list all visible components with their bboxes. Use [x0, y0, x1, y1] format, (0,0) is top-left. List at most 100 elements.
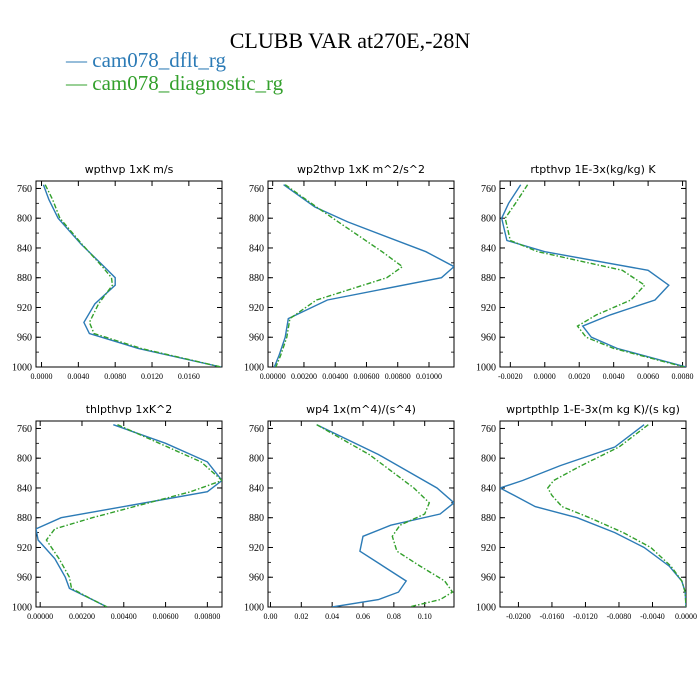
y-tick-label: 920: [249, 303, 264, 314]
panel-title: wpthvp 1xK m/s: [85, 163, 174, 176]
y-tick-label: 920: [249, 543, 264, 554]
y-tick-label: 1000: [244, 603, 264, 614]
y-tick-label: 960: [17, 573, 32, 584]
y-tick-label: 800: [17, 214, 32, 225]
chart-title: CLUBB VAR at270E,-28N: [229, 28, 471, 53]
x-tick-label: 0.06: [356, 612, 370, 621]
y-tick-label: 840: [481, 243, 496, 254]
y-tick-label: 760: [481, 184, 496, 195]
panel-title: wp4 1x(m^4)/(s^4): [306, 403, 416, 416]
y-tick-label: 880: [481, 273, 496, 284]
y-tick-label: 1000: [476, 603, 496, 614]
x-tick-label: 0.01000: [416, 372, 442, 381]
x-tick-label: 0.0060: [637, 372, 659, 381]
x-tick-label: 0.0000: [675, 612, 697, 621]
x-tick-label: -0.0200: [506, 612, 531, 621]
y-tick-label: 800: [17, 454, 32, 465]
x-tick-label: 0.0120: [141, 372, 163, 381]
y-tick-label: 800: [481, 214, 496, 225]
series-line-dflt: [500, 184, 686, 367]
x-tick-label: 0.04: [325, 612, 339, 621]
x-tick-label: 0.00800: [194, 612, 220, 621]
legend-entry-dflt: — cam078_dflt_rg: [66, 48, 226, 73]
series-line-dflt: [42, 184, 222, 367]
y-tick-label: 840: [481, 483, 496, 494]
x-tick-label: 0.00200: [291, 372, 317, 381]
x-tick-label: 0.10: [418, 612, 432, 621]
y-tick-label: 960: [481, 573, 496, 584]
y-tick-label: 1000: [12, 603, 32, 614]
series-line-dflt: [500, 424, 686, 607]
y-tick-label: 760: [17, 184, 32, 195]
panel-title: rtpthvp 1E-3x(kg/kg) K: [530, 163, 656, 176]
x-tick-label: -0.0120: [573, 612, 598, 621]
x-tick-label: 0.0040: [67, 372, 89, 381]
x-tick-label: 0.00000: [260, 372, 286, 381]
panel-title: wp2thvp 1xK m^2/s^2: [297, 163, 425, 176]
legend-label-dflt: — cam078_dflt_rg: [66, 48, 227, 72]
y-tick-label: 760: [17, 424, 32, 435]
y-tick-label: 880: [17, 273, 32, 284]
x-tick-label: 0.00800: [385, 372, 411, 381]
y-tick-label: 880: [249, 513, 264, 524]
series-line-dflt: [36, 424, 222, 607]
y-tick-label: 1000: [12, 363, 32, 374]
x-tick-label: 0.0020: [568, 372, 590, 381]
y-tick-label: 760: [249, 424, 264, 435]
y-tick-label: 920: [17, 303, 32, 314]
series-line-diagnostic: [45, 424, 222, 607]
x-tick-label: 0.0080: [104, 372, 126, 381]
x-tick-label: 0.08: [387, 612, 401, 621]
y-tick-label: 920: [481, 543, 496, 554]
plot-frame: [499, 180, 687, 368]
legend-entry-diagnostic: — cam078_diagnostic_rg: [66, 71, 283, 96]
x-tick-label: -0.0160: [540, 612, 565, 621]
y-tick-label: 840: [17, 483, 32, 494]
series-line-diagnostic: [546, 424, 686, 607]
y-tick-label: 960: [481, 333, 496, 344]
series-line-diagnostic: [44, 184, 222, 367]
y-tick-label: 760: [481, 424, 496, 435]
x-tick-label: 0.02: [294, 612, 308, 621]
y-tick-label: 800: [481, 454, 496, 465]
series-line-dflt: [273, 184, 454, 367]
x-tick-label: 0.00600: [153, 612, 179, 621]
series-line-diagnostic: [316, 424, 454, 607]
x-tick-label: -0.0020: [498, 372, 523, 381]
x-tick-label: 0.00400: [322, 372, 348, 381]
y-tick-label: 840: [249, 483, 264, 494]
x-tick-label: -0.0040: [640, 612, 665, 621]
y-tick-label: 800: [249, 454, 264, 465]
y-tick-label: 1000: [476, 363, 496, 374]
x-tick-label: 0.0160: [178, 372, 200, 381]
panel-title: wprtpthlp 1-E-3x(m kg K)/(s kg): [506, 403, 680, 416]
plot-frame: [35, 180, 223, 368]
x-tick-label: 0.0040: [603, 372, 625, 381]
y-tick-label: 1000: [244, 363, 264, 374]
x-tick-label: 0.0000: [534, 372, 556, 381]
y-tick-label: 920: [17, 543, 32, 554]
plot-frame: [499, 420, 687, 608]
x-tick-label: 0.00400: [111, 612, 137, 621]
y-tick-label: 880: [249, 273, 264, 284]
legend-label-diagnostic: — cam078_diagnostic_rg: [66, 71, 284, 95]
x-tick-label: 0.00000: [27, 612, 53, 621]
y-tick-label: 960: [249, 333, 264, 344]
y-tick-label: 960: [17, 333, 32, 344]
x-tick-label: -0.0080: [607, 612, 632, 621]
y-tick-label: 800: [249, 214, 264, 225]
x-tick-label: 0.0000: [31, 372, 53, 381]
series-line-dflt: [316, 424, 454, 607]
series-line-diagnostic: [275, 184, 404, 367]
y-tick-label: 920: [481, 303, 496, 314]
series-line-diagnostic: [504, 184, 685, 367]
y-tick-label: 760: [249, 184, 264, 195]
plot-frame: [267, 180, 455, 368]
x-tick-label: 0.00600: [353, 372, 379, 381]
y-tick-label: 840: [249, 243, 264, 254]
y-tick-label: 880: [17, 513, 32, 524]
y-tick-label: 840: [17, 243, 32, 254]
x-tick-label: 0.00200: [69, 612, 95, 621]
y-tick-label: 960: [249, 573, 264, 584]
